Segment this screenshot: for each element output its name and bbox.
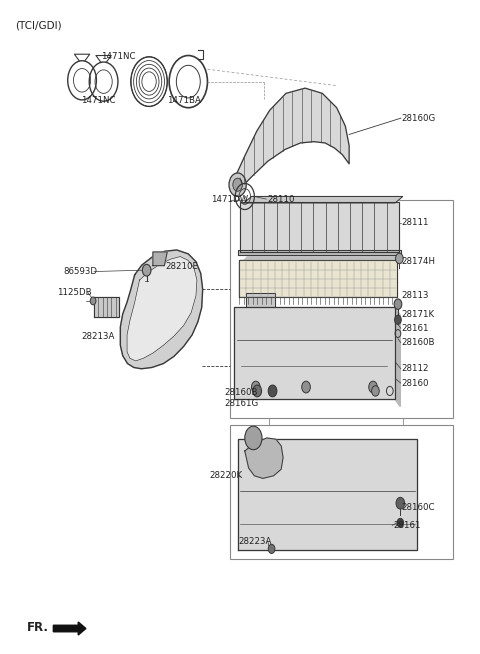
Circle shape <box>302 381 311 393</box>
Text: 1471BA: 1471BA <box>167 96 201 105</box>
Circle shape <box>268 544 275 553</box>
Circle shape <box>396 497 405 509</box>
Text: 28111: 28111 <box>402 218 429 227</box>
Circle shape <box>396 253 403 264</box>
Polygon shape <box>243 256 401 261</box>
Circle shape <box>397 518 404 527</box>
Polygon shape <box>94 297 120 317</box>
Polygon shape <box>244 196 403 203</box>
Text: 28160B: 28160B <box>225 388 258 397</box>
Text: 28220K: 28220K <box>209 472 242 480</box>
Text: FR.: FR. <box>27 621 49 634</box>
Polygon shape <box>245 438 283 479</box>
Text: 1471NC: 1471NC <box>81 96 116 105</box>
Text: 28160: 28160 <box>402 379 429 388</box>
Polygon shape <box>238 439 417 550</box>
Polygon shape <box>234 307 395 399</box>
Text: 28171K: 28171K <box>402 310 435 319</box>
Text: 28161G: 28161G <box>225 399 259 408</box>
Circle shape <box>90 297 96 305</box>
Text: (TCI/GDI): (TCI/GDI) <box>15 20 61 30</box>
Polygon shape <box>120 250 203 369</box>
Bar <box>230 425 453 559</box>
Circle shape <box>245 426 262 450</box>
Polygon shape <box>239 260 397 297</box>
Circle shape <box>143 264 151 276</box>
Circle shape <box>253 385 262 397</box>
Circle shape <box>372 386 379 396</box>
Polygon shape <box>395 307 400 407</box>
Circle shape <box>369 381 377 393</box>
Text: 28223A: 28223A <box>239 536 272 545</box>
Text: 28110: 28110 <box>268 195 295 203</box>
Circle shape <box>252 381 260 393</box>
Text: 28161: 28161 <box>393 521 420 530</box>
Polygon shape <box>153 252 167 266</box>
Circle shape <box>233 178 242 191</box>
Circle shape <box>229 173 246 196</box>
Polygon shape <box>238 250 401 255</box>
Text: 28160G: 28160G <box>402 114 436 123</box>
Polygon shape <box>235 88 349 192</box>
Text: 28160C: 28160C <box>402 503 435 511</box>
Text: 86593D: 86593D <box>63 267 97 276</box>
Polygon shape <box>240 201 399 252</box>
FancyArrow shape <box>53 622 86 635</box>
Text: 28213A: 28213A <box>81 332 114 341</box>
Text: 28112: 28112 <box>402 364 429 373</box>
Text: 1471NC: 1471NC <box>101 52 136 61</box>
Circle shape <box>394 299 402 309</box>
Text: 1125DB: 1125DB <box>57 288 92 297</box>
Text: 28160B: 28160B <box>402 338 435 347</box>
Bar <box>230 199 453 419</box>
Text: 28210E: 28210E <box>166 262 199 271</box>
Text: 28113: 28113 <box>402 291 429 300</box>
Circle shape <box>395 315 401 324</box>
Text: 28174H: 28174H <box>402 257 436 266</box>
Text: 1471DW: 1471DW <box>211 195 249 203</box>
Polygon shape <box>246 293 275 307</box>
Circle shape <box>268 385 277 397</box>
Text: 28161: 28161 <box>402 324 429 333</box>
Polygon shape <box>127 256 197 361</box>
